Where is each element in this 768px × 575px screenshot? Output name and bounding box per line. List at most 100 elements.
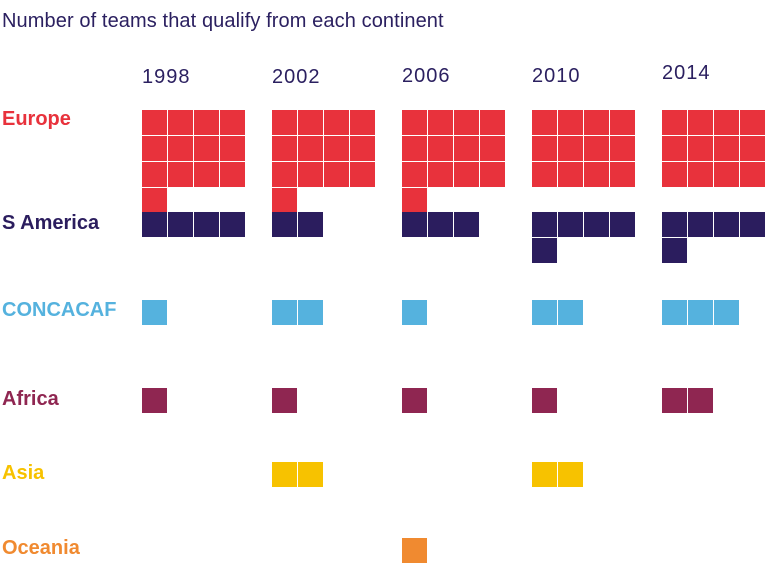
unit-square — [402, 188, 427, 213]
unit-square — [298, 462, 323, 487]
unit-square — [532, 238, 557, 263]
unit-square — [428, 162, 453, 187]
unit-square — [662, 162, 687, 187]
region-label-africa: Africa — [2, 388, 59, 410]
unit-square — [688, 300, 713, 325]
unit-square — [740, 212, 765, 237]
unit-square — [142, 300, 167, 325]
unit-square — [662, 212, 687, 237]
unit-square — [168, 212, 193, 237]
unit-square — [532, 136, 557, 161]
unit-square — [662, 388, 687, 413]
unit-square — [532, 388, 557, 413]
unit-square — [142, 162, 167, 187]
unit-square — [714, 110, 739, 135]
unit-square — [532, 462, 557, 487]
region-label-asia: Asia — [2, 462, 45, 484]
unit-square — [402, 538, 427, 563]
unit-square — [532, 110, 557, 135]
unit-square — [428, 110, 453, 135]
unit-square — [454, 110, 479, 135]
unit-square — [714, 162, 739, 187]
unit-square — [220, 162, 245, 187]
unit-square — [194, 162, 219, 187]
unit-square — [532, 212, 557, 237]
unit-square — [142, 188, 167, 213]
unit-square — [558, 212, 583, 237]
unit-square — [740, 110, 765, 135]
unit-square — [194, 136, 219, 161]
unit-square — [324, 136, 349, 161]
year-label-1998: 1998 — [142, 66, 191, 88]
unit-square — [610, 162, 635, 187]
unit-square — [480, 136, 505, 161]
unit-square — [272, 162, 297, 187]
unit-square — [454, 212, 479, 237]
unit-square — [402, 300, 427, 325]
unit-square — [402, 388, 427, 413]
unit-square — [350, 136, 375, 161]
year-label-2002: 2002 — [272, 66, 321, 88]
unit-square — [428, 136, 453, 161]
unit-square — [402, 162, 427, 187]
unit-square — [298, 136, 323, 161]
unit-square — [142, 388, 167, 413]
unit-square — [298, 212, 323, 237]
unit-square — [194, 212, 219, 237]
unit-square — [142, 110, 167, 135]
unit-square — [558, 462, 583, 487]
region-label-concacaf: CONCACAF — [2, 299, 117, 321]
unit-square — [220, 212, 245, 237]
unit-square — [168, 162, 193, 187]
unit-square — [480, 110, 505, 135]
year-label-2014: 2014 — [662, 62, 711, 84]
unit-square — [272, 188, 297, 213]
unit-square — [558, 162, 583, 187]
region-label-s-america: S America — [2, 212, 100, 234]
unit-square — [298, 162, 323, 187]
unit-square — [662, 238, 687, 263]
unit-square — [688, 162, 713, 187]
unit-square — [662, 300, 687, 325]
unit-square — [584, 162, 609, 187]
unit-square — [740, 162, 765, 187]
unit-square — [402, 212, 427, 237]
unit-square — [558, 300, 583, 325]
unit-square — [350, 110, 375, 135]
unit-square — [688, 212, 713, 237]
unit-square — [584, 212, 609, 237]
unit-square — [272, 212, 297, 237]
year-label-2010: 2010 — [532, 65, 581, 87]
unit-square — [272, 462, 297, 487]
unit-square — [324, 162, 349, 187]
unit-square — [662, 136, 687, 161]
unit-square — [714, 212, 739, 237]
unit-square — [272, 300, 297, 325]
unit-square — [350, 162, 375, 187]
unit-square — [402, 136, 427, 161]
year-label-2006: 2006 — [402, 65, 451, 87]
unit-square — [220, 110, 245, 135]
region-label-europe: Europe — [2, 108, 71, 130]
unit-square — [272, 136, 297, 161]
unit-square — [740, 136, 765, 161]
unit-square — [272, 110, 297, 135]
unit-square — [298, 110, 323, 135]
unit-square — [584, 136, 609, 161]
unit-square — [194, 110, 219, 135]
unit-square — [688, 388, 713, 413]
unit-square — [168, 110, 193, 135]
unit-square — [220, 136, 245, 161]
unit-square — [324, 110, 349, 135]
unit-square — [480, 162, 505, 187]
unit-square — [142, 212, 167, 237]
unit-square — [558, 110, 583, 135]
unit-square — [610, 136, 635, 161]
unit-square — [532, 162, 557, 187]
unit-square — [168, 136, 193, 161]
unit-square — [428, 212, 453, 237]
unit-square — [558, 136, 583, 161]
unit-square — [532, 300, 557, 325]
unit-square — [714, 136, 739, 161]
unit-square — [454, 162, 479, 187]
